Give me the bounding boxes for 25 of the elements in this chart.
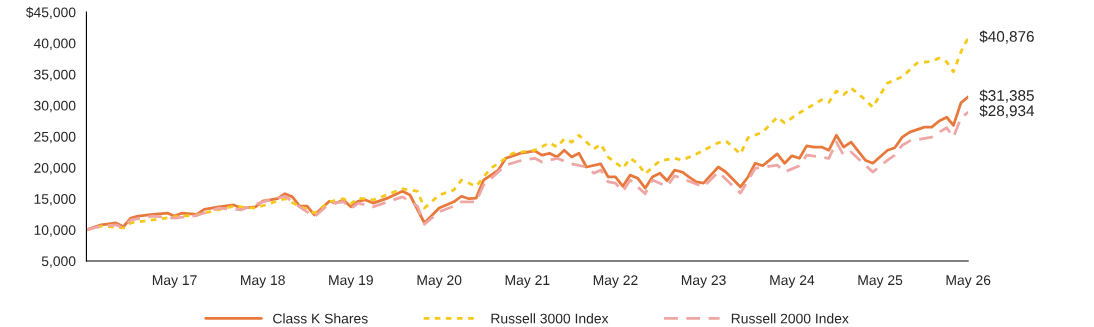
y-tick-label: 10,000 bbox=[34, 225, 76, 237]
x-tick-label: May 19 bbox=[329, 275, 373, 288]
y-tick-label: 25,000 bbox=[34, 131, 76, 144]
y-tick-label: 5,000 bbox=[41, 256, 76, 268]
legend-label: Class K Shares bbox=[273, 313, 368, 324]
y-tick-label: 15,000 bbox=[34, 194, 76, 206]
y-tick-label: 40,000 bbox=[33, 38, 76, 51]
x-tick-label: May 22 bbox=[593, 275, 638, 288]
y-tick-label: $45,000 bbox=[25, 6, 76, 19]
annotation: $40,876 bbox=[979, 30, 1034, 44]
legend-label: Russell 3000 Index bbox=[491, 313, 609, 324]
x-tick-label: May 25 bbox=[858, 275, 903, 288]
x-tick-label: May 18 bbox=[241, 275, 285, 288]
x-tick-label: May 26 bbox=[946, 275, 991, 288]
y-tick-label: 20,000 bbox=[34, 162, 76, 175]
x-tick-label: May 20 bbox=[417, 275, 462, 288]
x-tick-label: May 23 bbox=[681, 275, 726, 288]
legend-label: Russell 2000 Index bbox=[731, 313, 849, 324]
annotation: $31,385 bbox=[979, 89, 1034, 103]
x-tick-label: May 17 bbox=[152, 275, 197, 288]
y-tick-label: 35,000 bbox=[34, 69, 76, 82]
y-tick-label: 30,000 bbox=[34, 100, 76, 113]
x-tick-label: May 21 bbox=[505, 275, 550, 288]
x-tick-label: May 24 bbox=[770, 275, 815, 288]
annotation: $28,934 bbox=[979, 104, 1035, 118]
